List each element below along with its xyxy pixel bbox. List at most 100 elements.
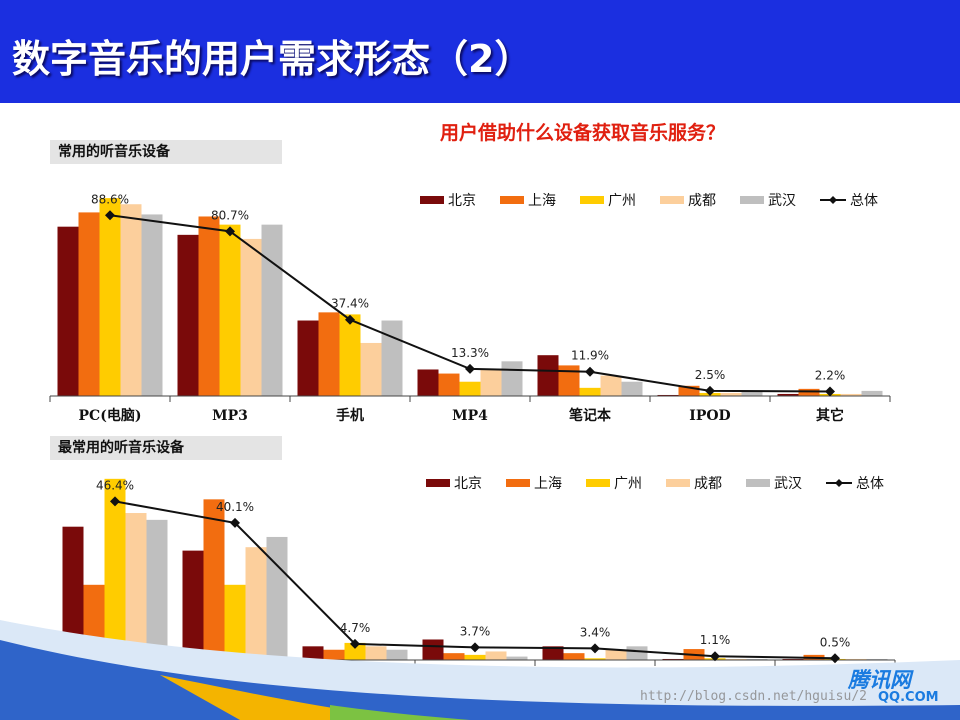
legend-label-成都: 成都 <box>688 193 716 209</box>
bar-上海-手机 <box>318 312 340 396</box>
bar-武汉-IPOD <box>746 658 768 660</box>
bar-成都-PC(电脑) <box>125 513 147 660</box>
bar-上海-笔记本 <box>558 365 580 396</box>
total-point <box>710 651 720 662</box>
legend-label-武汉: 武汉 <box>768 193 796 209</box>
total-data-label: 1.1% <box>700 633 731 647</box>
total-point <box>345 314 355 325</box>
total-data-label: 11.9% <box>571 349 609 363</box>
bar-上海-IPOD <box>678 385 700 396</box>
bar-北京-笔记本 <box>537 355 559 396</box>
bar-武汉-MP4 <box>626 646 648 660</box>
bar-北京-笔记本 <box>422 639 444 660</box>
bar-成都-IPOD <box>725 658 747 660</box>
header-bar: 数字音乐的用户需求形态（2） <box>0 0 960 103</box>
bar-北京-其它 <box>782 658 804 660</box>
bar-成都-MP4 <box>605 649 627 660</box>
bar-北京-MP4 <box>542 646 564 660</box>
total-point <box>585 366 595 377</box>
bar-成都-MP4 <box>480 369 502 396</box>
question-heading: 用户借助什么设备获取音乐服务？ <box>440 122 726 144</box>
total-data-label: 46.4% <box>96 478 134 492</box>
bar-北京-MP3 <box>182 550 204 660</box>
total-data-label: 2.2% <box>815 369 846 383</box>
legend-swatch-广州 <box>580 196 604 204</box>
total-point <box>825 386 835 397</box>
chart1-title: 常用的听音乐设备 <box>50 140 282 164</box>
total-data-label: 80.7% <box>211 208 249 222</box>
bar-武汉-笔记本 <box>506 656 528 660</box>
bar-武汉-PC(电脑) <box>146 519 168 660</box>
bar-成都-PC(电脑) <box>120 204 142 396</box>
bar-广州-笔记本 <box>579 387 601 396</box>
legend-swatch-广州 <box>586 479 610 487</box>
chart2-title: 最常用的听音乐设备 <box>50 436 282 460</box>
legend-label-上海: 上海 <box>528 193 556 209</box>
total-point <box>705 385 715 396</box>
total-point <box>350 638 360 649</box>
bar-武汉-笔记本 <box>621 381 643 396</box>
bar-武汉-手机 <box>386 649 408 660</box>
category-label: MP3 <box>212 408 248 424</box>
bar-武汉-其它 <box>861 390 883 396</box>
total-point <box>590 643 600 654</box>
bar-成都-IPOD <box>720 392 742 396</box>
tencent-logo-domain: QQ.COM <box>878 690 939 705</box>
total-data-label: 2.5% <box>695 368 726 382</box>
total-point <box>230 517 240 528</box>
bar-广州-MP4 <box>584 658 606 660</box>
bar-广州-PC(电脑) <box>99 198 121 396</box>
bar-成都-其它 <box>845 658 867 660</box>
legend-swatch-成都 <box>660 196 684 204</box>
total-point <box>105 210 115 221</box>
bar-上海-MP3 <box>198 216 220 396</box>
total-data-label: 4.7% <box>340 621 371 635</box>
bar-武汉-PC(电脑) <box>141 214 163 396</box>
legend-label-上海: 上海 <box>534 476 562 492</box>
bar-广州-MP3 <box>224 584 246 660</box>
legend-swatch-北京 <box>420 196 444 204</box>
legend-marker-total <box>835 479 843 487</box>
total-data-label: 3.4% <box>580 625 611 639</box>
bar-上海-其它 <box>798 388 820 396</box>
legend-swatch-武汉 <box>740 196 764 204</box>
bar-成都-MP3 <box>240 238 262 396</box>
legend-label-广州: 广州 <box>614 476 642 492</box>
legend-label-total: 总体 <box>850 193 878 209</box>
legend-label-广州: 广州 <box>608 193 636 209</box>
bar-北京-其它 <box>777 393 799 396</box>
category-label: 手机 <box>336 407 364 424</box>
decorative-swoosh <box>0 620 960 720</box>
bar-成都-MP3 <box>245 547 267 660</box>
bar-北京-IPOD <box>662 658 684 660</box>
watermark-url: http://blog.csdn.net/hguisu/2 <box>640 689 867 704</box>
bar-广州-MP3 <box>219 224 241 396</box>
bar-成都-其它 <box>840 393 862 396</box>
legend-swatch-武汉 <box>746 479 770 487</box>
legend-marker-total <box>829 196 837 204</box>
total-point <box>470 642 480 653</box>
total-point <box>830 653 840 664</box>
total-data-label: 88.6% <box>91 192 129 206</box>
bar-北京-PC(电脑) <box>57 226 79 396</box>
bar-北京-MP4 <box>417 369 439 396</box>
bar-广州-手机 <box>344 642 366 660</box>
total-point <box>110 496 120 507</box>
total-data-label: 3.7% <box>460 624 491 638</box>
bar-上海-MP4 <box>563 653 585 660</box>
bar-北京-PC(电脑) <box>62 526 84 660</box>
bar-武汉-MP3 <box>266 536 288 660</box>
total-data-label: 40.1% <box>216 500 254 514</box>
legend-label-北京: 北京 <box>454 476 482 492</box>
bar-上海-MP3 <box>203 499 225 660</box>
bar-北京-手机 <box>297 320 319 396</box>
total-point <box>225 226 235 237</box>
total-data-label: 37.4% <box>331 297 369 311</box>
bar-北京-MP3 <box>177 234 199 396</box>
bar-广州-手机 <box>339 314 361 396</box>
chart-common-devices: PC(电脑) MP3 手机 MP4 笔记本 IPOD 其它 88.6% 80.7% 37.4% 13… <box>49 192 891 424</box>
category-label: 其它 <box>816 407 844 424</box>
total-point <box>465 363 475 374</box>
bar-成都-手机 <box>360 342 382 396</box>
category-label: MP4 <box>452 408 488 424</box>
